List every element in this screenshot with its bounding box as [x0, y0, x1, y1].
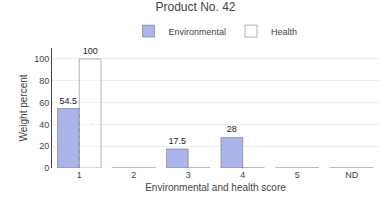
svg-text:ND: ND [345, 170, 358, 180]
svg-text:Weight percent: Weight percent [18, 74, 29, 141]
svg-text:3: 3 [186, 170, 191, 180]
svg-text:4: 4 [240, 170, 245, 180]
svg-text:20: 20 [39, 141, 49, 151]
svg-text:80: 80 [39, 76, 49, 86]
svg-text:28: 28 [227, 124, 237, 134]
svg-text:Environmental and health score: Environmental and health score [145, 182, 286, 193]
svg-text:40: 40 [39, 120, 49, 130]
svg-text:2: 2 [131, 170, 136, 180]
svg-text:0: 0 [44, 163, 49, 173]
svg-text:5: 5 [295, 170, 300, 180]
svg-text:100: 100 [34, 54, 49, 64]
svg-text:54.5: 54.5 [60, 96, 78, 106]
svg-text:1: 1 [77, 170, 82, 180]
svg-text:100: 100 [83, 46, 98, 56]
svg-text:60: 60 [39, 98, 49, 108]
svg-text:Product No. 42: Product No. 42 [155, 0, 235, 14]
svg-text:Environmental: Environmental [169, 27, 227, 37]
svg-text:17.5: 17.5 [169, 136, 187, 146]
svg-text:Health: Health [271, 27, 297, 37]
